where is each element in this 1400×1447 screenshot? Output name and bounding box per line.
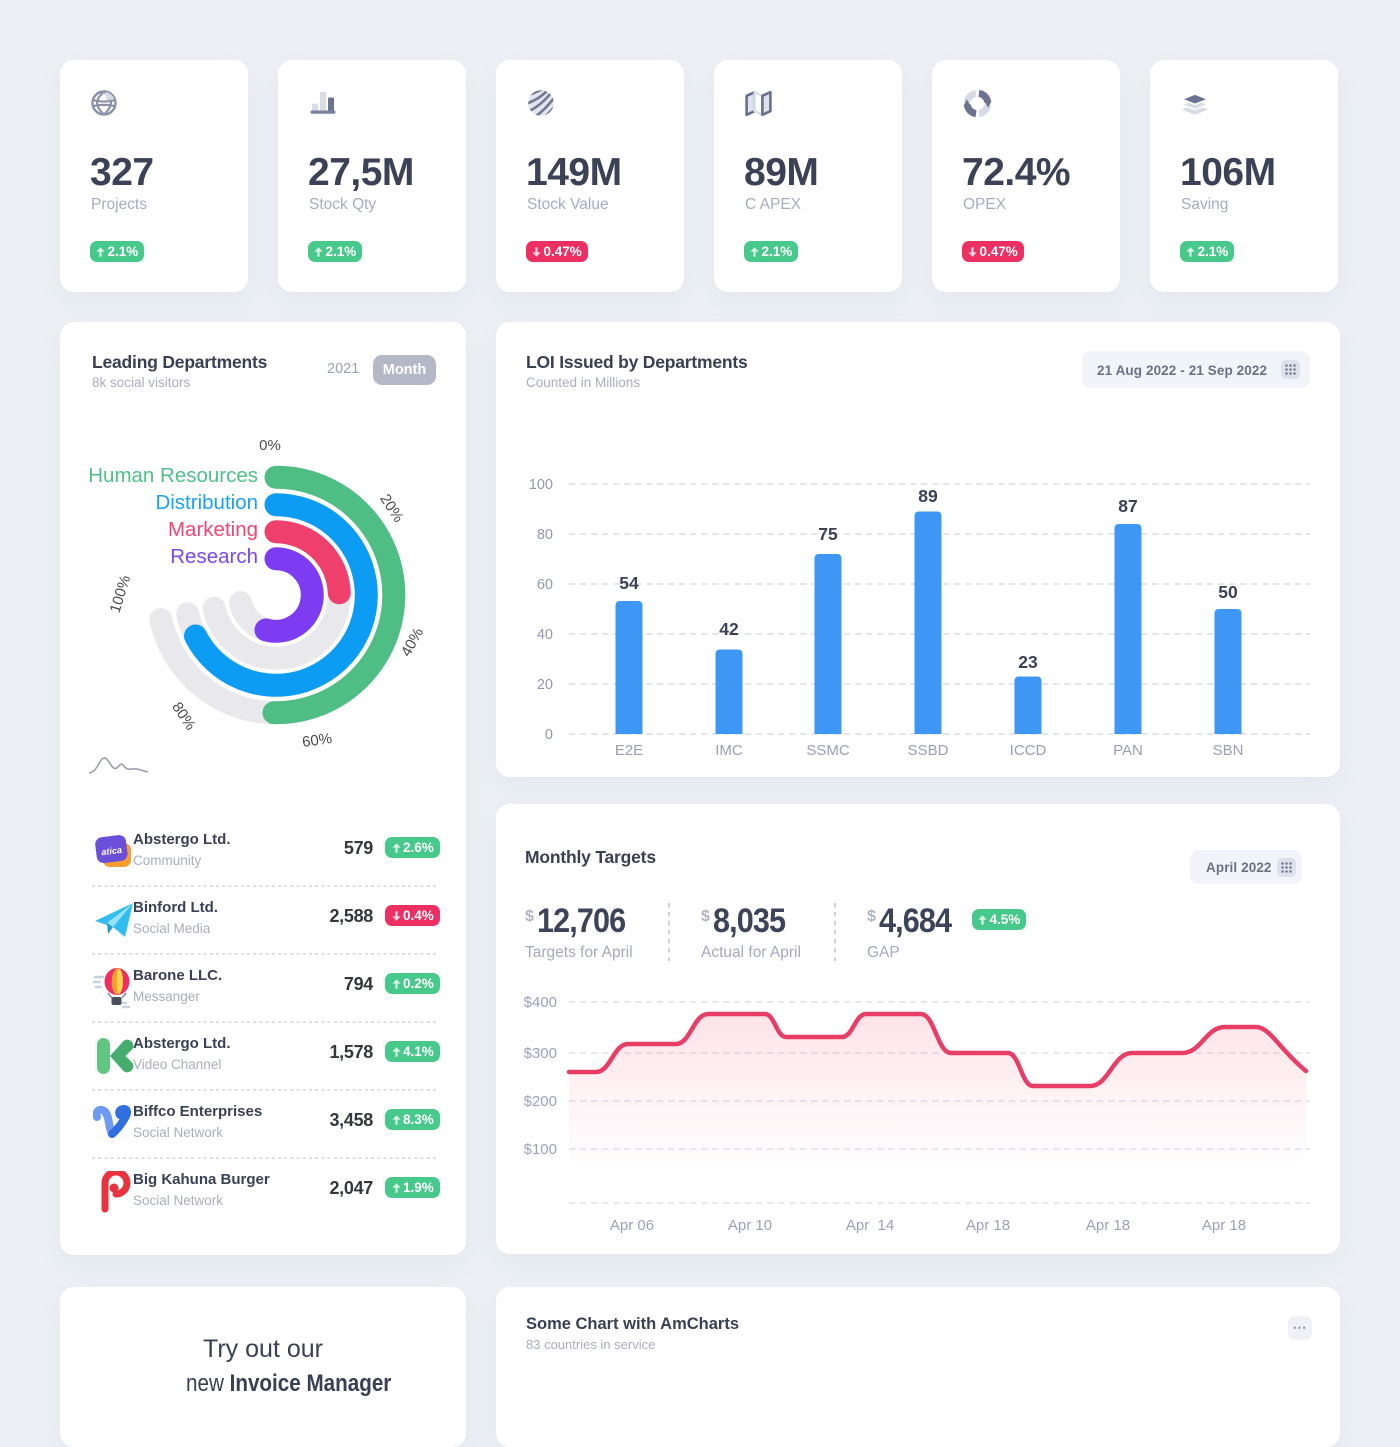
svg-text:60%: 60%	[301, 730, 333, 751]
svg-text:Apr 18: Apr 18	[966, 1217, 1010, 1234]
svg-text:Apr 18: Apr 18	[1086, 1217, 1130, 1234]
svg-text:40%: 40%	[398, 625, 427, 660]
svg-text:100: 100	[529, 477, 553, 493]
svg-text:50: 50	[1218, 582, 1238, 602]
svg-text:20: 20	[537, 677, 553, 693]
svg-text:$300: $300	[524, 1045, 557, 1062]
svg-text:87: 87	[1118, 496, 1137, 516]
svg-text:$400: $400	[524, 994, 557, 1011]
svg-text:23: 23	[1018, 652, 1038, 672]
svg-text:40: 40	[537, 627, 553, 643]
svg-text:$200: $200	[524, 1093, 557, 1110]
svg-text:$100: $100	[524, 1141, 557, 1158]
svg-text:SSMC: SSMC	[806, 742, 850, 759]
svg-text:0: 0	[545, 727, 553, 743]
svg-text:0%: 0%	[259, 437, 281, 454]
svg-text:SBN: SBN	[1213, 742, 1244, 759]
svg-text:IMC: IMC	[715, 742, 743, 759]
svg-text:Apr 06: Apr 06	[610, 1217, 654, 1234]
svg-text:80: 80	[537, 527, 553, 543]
svg-text:60: 60	[537, 577, 553, 593]
svg-text:54: 54	[619, 573, 639, 593]
svg-text:42: 42	[719, 619, 739, 639]
svg-text:Apr 14: Apr 14	[846, 1217, 894, 1234]
svg-text:atica: atica	[101, 845, 123, 857]
svg-text:Apr 18: Apr 18	[1202, 1217, 1246, 1234]
svg-text:ICCD: ICCD	[1010, 742, 1047, 759]
svg-text:Apr 10: Apr 10	[728, 1217, 772, 1234]
svg-text:100%: 100%	[107, 573, 134, 615]
svg-text:75: 75	[818, 524, 838, 544]
svg-text:80%: 80%	[168, 699, 199, 733]
svg-text:E2E: E2E	[615, 742, 643, 759]
svg-text:PAN: PAN	[1113, 742, 1143, 759]
svg-text:SSBD: SSBD	[908, 742, 949, 759]
svg-text:89: 89	[918, 486, 938, 506]
